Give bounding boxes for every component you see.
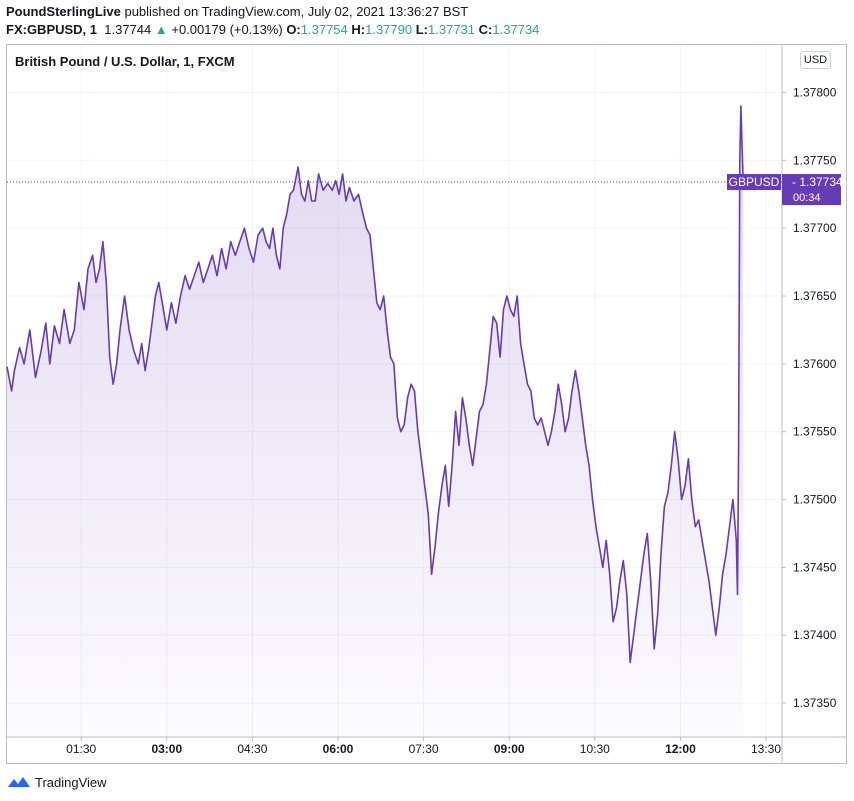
y-tick-label: 1.37400: [793, 628, 837, 642]
price-change: +0.00179 (+0.13%): [171, 22, 283, 37]
publisher-name: PoundSterlingLive: [6, 4, 121, 19]
chart-title: British Pound / U.S. Dollar, 1, FXCM: [15, 54, 235, 69]
publication-line: PoundSterlingLive published on TradingVi…: [6, 4, 468, 19]
current-price-tag: [782, 174, 841, 206]
y-tick-label: 1.37500: [793, 493, 837, 507]
y-tick-label: 1.37350: [793, 696, 837, 710]
last-price: 1.37744: [104, 22, 152, 37]
tradingview-logo-icon: [8, 777, 30, 787]
x-tick-label: 03:00: [151, 742, 182, 756]
up-arrow-icon: ▲: [154, 22, 168, 37]
y-tick-label: 1.37450: [793, 560, 837, 574]
high-value: 1.37790: [365, 22, 413, 37]
series-name-tag: [727, 174, 781, 191]
y-tick-label: 1.37800: [793, 85, 837, 99]
open-label: O:: [286, 22, 301, 37]
x-tick-label: 06:00: [323, 742, 354, 756]
x-tick-label: 12:00: [665, 742, 696, 756]
x-tick-label: 13:30: [751, 742, 781, 756]
y-tick-label: 1.37750: [793, 153, 837, 167]
low-label: L:: [415, 22, 429, 37]
footer: TradingView: [7, 772, 107, 792]
currency-button[interactable]: USD: [800, 51, 831, 69]
x-tick-label: 07:30: [409, 742, 439, 756]
y-tick-label: 1.37650: [793, 289, 837, 303]
price-line: [6, 105, 744, 664]
current-price-label: - 1.37734: [792, 175, 843, 189]
y-tick-label: 1.37700: [793, 221, 837, 235]
x-tick-label: 10:30: [580, 742, 610, 756]
high-label: H:: [351, 22, 366, 37]
x-tick-label: 04:30: [237, 742, 267, 756]
open-value: 1.37754: [300, 22, 348, 37]
ohlc-legend: FX:GBPUSD, 1 1.37744 ▲ +0.00179 (+0.13%)…: [6, 22, 539, 37]
tradingview-brand[interactable]: TradingView: [35, 774, 107, 790]
x-tick-label: 09:00: [494, 742, 525, 756]
published-text: published on TradingView.com, July 02, 2…: [124, 4, 469, 19]
symbol-label: FX:GBPUSD, 1: [6, 22, 98, 37]
close-label: C:: [478, 22, 493, 37]
x-tick-label: 01:30: [66, 742, 96, 756]
y-tick-label: 1.37600: [793, 357, 837, 371]
price-area-fill: [7, 106, 744, 738]
y-tick-label: 1.37550: [793, 425, 837, 439]
low-value: 1.37731: [428, 22, 476, 37]
series-name-label: GBPUSD: [729, 175, 780, 189]
countdown-label: 00:34: [793, 192, 821, 204]
close-value: 1.37734: [492, 22, 540, 37]
